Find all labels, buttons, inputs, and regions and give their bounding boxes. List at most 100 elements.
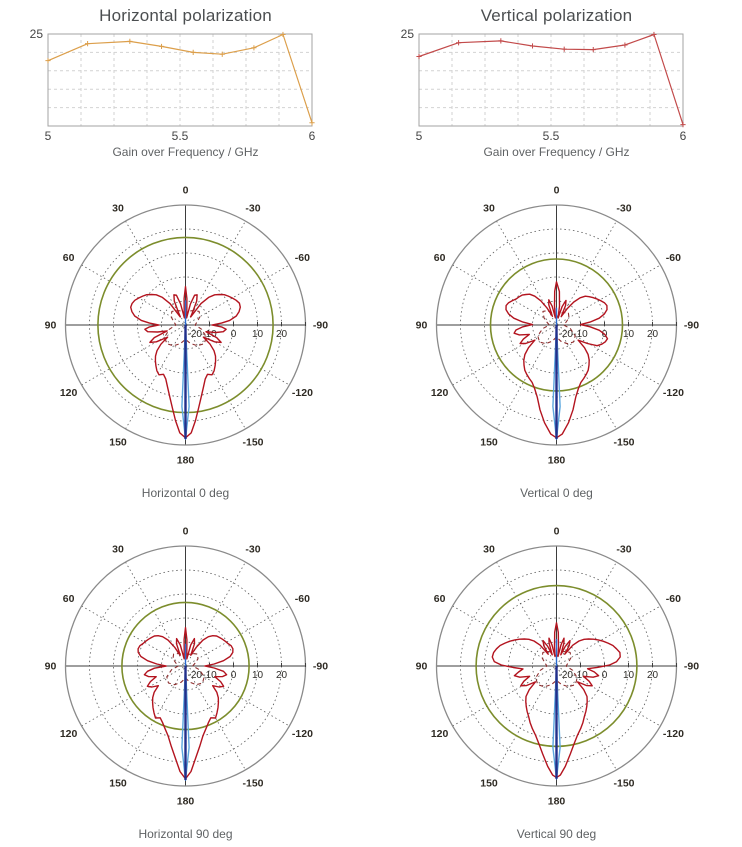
cross-polarization-trace [164,309,207,347]
angle-label: -90 [684,661,699,673]
x-tick-label: 5 [44,129,51,143]
angle-label: -60 [666,593,681,605]
angle-label: -150 [242,777,263,789]
angle-label: -30 [616,544,631,556]
radial-label: 0 [231,329,237,340]
angle-label: -60 [295,252,310,264]
radial-label: 10 [623,329,635,340]
angle-label: -150 [613,777,634,789]
vertical-gain-markers [415,31,686,128]
radial-label: -10 [573,670,588,681]
angle-label: 150 [109,777,127,789]
angle-label: -120 [663,728,684,740]
radial-label: 20 [276,670,288,681]
column-title-horizontal: Horizontal polarization [99,6,272,25]
plot-grid [418,34,683,126]
cross-polarization-trace [535,650,578,688]
angle-label: -60 [295,593,310,605]
polar-chart-horizontal-90deg-caption: Horizontal 90 deg [138,827,233,841]
radial-label: -20 [188,329,203,340]
polar-chart-vertical-0deg: 0 30 60 90 120 150 180 -150 -120 -90 -60 -30 -20 -10 0… [371,173,742,500]
angle-label: 0 [183,526,189,538]
cross-polarization-trace [537,309,576,345]
angle-label: 120 [60,387,78,399]
radial-label: -20 [559,329,574,340]
angle-label: 30 [112,203,124,215]
x-tick-label: 5.5 [171,129,188,143]
polar-chart-horizontal-0deg: 0 30 60 90 120 150 180 -150 -120 -90 -60 -30 -20 -10 0… [0,173,371,500]
x-tick-label: 5.5 [542,129,559,143]
angle-label: 60 [434,593,446,605]
angle-label: 90 [45,661,57,673]
radial-label: 10 [623,670,635,681]
angle-label: 180 [177,455,195,467]
angle-label: 90 [416,320,428,332]
angle-label: -150 [242,436,263,448]
angle-label: -120 [292,728,313,740]
angle-label: -120 [292,387,313,399]
radial-label: -20 [188,670,203,681]
angle-label: -90 [684,320,699,332]
gain-chart-vertical-canvas: 25 5 5.5 6 [400,27,686,143]
angle-label: 90 [45,320,57,332]
polar-chart-horizontal-90deg: 0 30 60 90 120 150 180 -150 -120 -90 -60 -30 -20 -10 0… [0,514,371,841]
angle-label: 150 [109,436,127,448]
y-tick-label: 25 [29,27,43,41]
angle-label: 150 [480,777,498,789]
angle-label: 120 [60,728,78,740]
angle-label: -150 [613,436,634,448]
angle-label: 90 [416,661,428,673]
plot-grid [47,34,312,126]
polar-chart-vertical-90deg: 0 30 60 90 120 150 180 -150 -120 -90 -60 -30 -20 -10 0… [371,514,742,841]
radial-label: 20 [647,329,659,340]
gain-chart-horizontal-canvas: 25 5 5.5 6 [29,27,315,143]
y-tick-label: 25 [400,27,414,41]
polar-chart-horizontal-90deg-canvas: 0 30 60 90 120 150 180 -150 -120 -90 -60 -30 -20 -10 0… [45,526,329,808]
radial-label: -20 [559,670,574,681]
column-horizontal: Horizontal polarization 25 5 5.5 6 Gain ove… [0,0,371,841]
radial-label: 20 [647,670,659,681]
gain-chart-vertical: 25 5 5.5 6 Gain over Frequency / GHz [371,26,742,159]
gain-chart-horizontal: 25 5 5.5 6 Gain over Frequency / GHz [0,26,371,159]
radial-label: -10 [573,329,588,340]
radial-label: -10 [202,670,217,681]
angle-label: 150 [480,436,498,448]
angle-label: 60 [63,252,75,264]
polar-chart-vertical-90deg-canvas: 0 30 60 90 120 150 180 -150 -120 -90 -60 -30 -20 -10 0… [416,526,700,808]
angle-label: 30 [483,544,495,556]
angle-label: 180 [548,796,566,808]
column-vertical: Vertical polarization 25 5 5.5 6 Gain over … [371,0,742,841]
plot-border [418,33,683,127]
polar-chart-horizontal-0deg-caption: Horizontal 0 deg [141,486,230,500]
vertical-gain-trace [418,33,684,125]
polar-chart-vertical-0deg-caption: Vertical 0 deg [520,486,593,500]
angle-label: -30 [245,203,260,215]
angle-label: 60 [63,593,75,605]
angle-label: -30 [616,203,631,215]
gain-chart-vertical-caption: Gain over Frequency / GHz [483,145,630,159]
angle-label: -120 [663,387,684,399]
angle-label: -90 [313,661,328,673]
radial-label: 10 [252,329,264,340]
angle-label: 60 [434,252,446,264]
polar-chart-vertical-90deg-caption: Vertical 90 deg [516,827,597,841]
angle-label: -60 [666,252,681,264]
angle-label: 30 [483,203,495,215]
plot-border [47,33,312,127]
angle-label: 0 [554,185,560,197]
angle-label: 180 [548,455,566,467]
x-tick-label: 5 [415,129,422,143]
angle-label: 0 [183,185,189,197]
radial-label: 20 [276,329,288,340]
x-tick-label: 6 [308,129,315,143]
angle-label: -90 [313,320,328,332]
angle-label: 0 [554,526,560,538]
horizontal-gain-markers [44,31,315,126]
angle-label: -30 [245,544,260,556]
angle-label: 120 [431,728,449,740]
column-title-vertical: Vertical polarization [480,6,633,25]
x-tick-label: 6 [679,129,686,143]
